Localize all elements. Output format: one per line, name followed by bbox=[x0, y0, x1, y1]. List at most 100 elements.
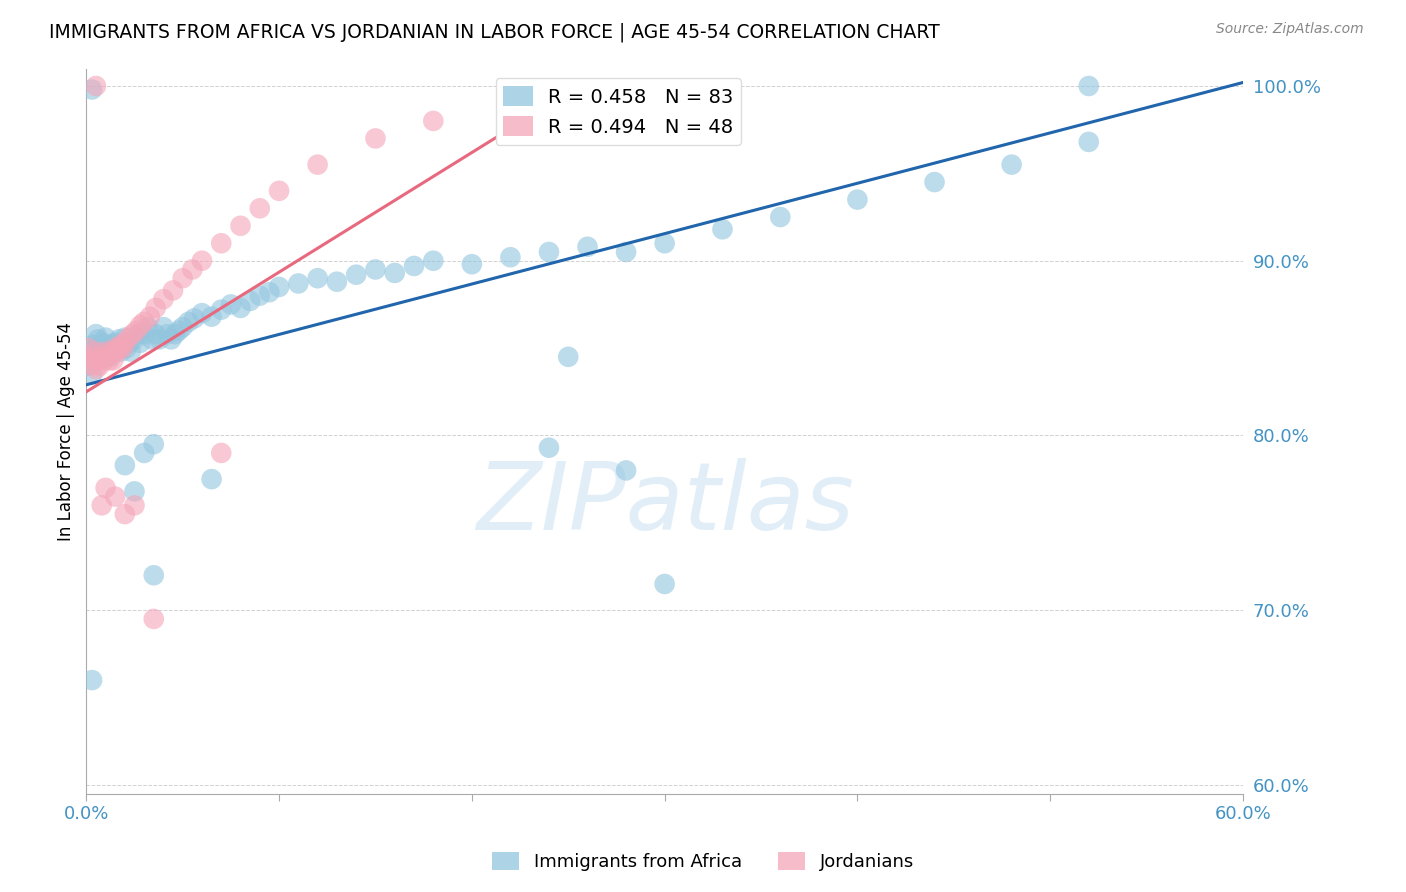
Point bbox=[402, 259, 425, 273]
Point bbox=[77, 341, 100, 355]
Point bbox=[162, 284, 184, 298]
Point bbox=[80, 82, 103, 96]
Point bbox=[136, 320, 159, 334]
Point bbox=[384, 266, 406, 280]
Point bbox=[94, 481, 117, 495]
Point bbox=[461, 257, 484, 271]
Point bbox=[111, 341, 134, 355]
Point bbox=[80, 368, 103, 382]
Point bbox=[1001, 158, 1024, 172]
Point bbox=[83, 337, 105, 351]
Point bbox=[114, 335, 136, 350]
Point bbox=[90, 350, 112, 364]
Point bbox=[267, 280, 290, 294]
Point bbox=[364, 262, 387, 277]
Point bbox=[1077, 135, 1099, 149]
Point bbox=[114, 330, 136, 344]
Point bbox=[110, 337, 132, 351]
Point bbox=[576, 240, 599, 254]
Point bbox=[89, 341, 111, 355]
Point bbox=[711, 222, 734, 236]
Point bbox=[209, 236, 232, 251]
Point bbox=[422, 114, 444, 128]
Point bbox=[77, 359, 100, 373]
Point bbox=[191, 306, 214, 320]
Point bbox=[124, 499, 146, 513]
Point bbox=[537, 245, 560, 260]
Point bbox=[114, 507, 136, 521]
Y-axis label: In Labor Force | Age 45-54: In Labor Force | Age 45-54 bbox=[58, 322, 75, 541]
Point bbox=[90, 337, 112, 351]
Point bbox=[84, 341, 107, 355]
Point bbox=[156, 327, 179, 342]
Text: ZIPatlas: ZIPatlas bbox=[475, 458, 853, 549]
Point bbox=[200, 472, 222, 486]
Point bbox=[80, 673, 103, 687]
Point bbox=[142, 437, 165, 451]
Point bbox=[145, 327, 167, 342]
Point bbox=[79, 350, 101, 364]
Point bbox=[769, 210, 792, 224]
Point bbox=[614, 245, 637, 260]
Point bbox=[287, 277, 309, 291]
Point bbox=[307, 158, 329, 172]
Point bbox=[209, 446, 232, 460]
Point bbox=[96, 350, 118, 364]
Point bbox=[83, 353, 105, 368]
Point bbox=[846, 193, 869, 207]
Point bbox=[229, 219, 252, 233]
Point bbox=[191, 253, 214, 268]
Point bbox=[422, 253, 444, 268]
Point bbox=[111, 337, 134, 351]
Point bbox=[181, 262, 204, 277]
Point bbox=[134, 446, 156, 460]
Point bbox=[125, 324, 148, 338]
Point bbox=[129, 318, 152, 333]
Point bbox=[94, 344, 117, 359]
Point bbox=[172, 271, 194, 285]
Point bbox=[104, 335, 127, 350]
Point bbox=[105, 341, 128, 355]
Point bbox=[118, 335, 141, 350]
Point bbox=[200, 310, 222, 324]
Point bbox=[80, 359, 103, 373]
Point bbox=[614, 463, 637, 477]
Point bbox=[90, 499, 112, 513]
Point bbox=[183, 311, 205, 326]
Point bbox=[104, 490, 127, 504]
Point bbox=[924, 175, 946, 189]
Point bbox=[87, 332, 110, 346]
Point bbox=[167, 324, 190, 338]
Point bbox=[94, 330, 117, 344]
Point bbox=[93, 335, 115, 350]
Point bbox=[152, 320, 174, 334]
Point bbox=[267, 184, 290, 198]
Point bbox=[114, 458, 136, 472]
Point bbox=[100, 337, 122, 351]
Point bbox=[139, 310, 162, 324]
Point bbox=[93, 353, 115, 368]
Point bbox=[98, 353, 121, 368]
Point bbox=[79, 344, 101, 359]
Point bbox=[100, 344, 122, 359]
Point bbox=[654, 577, 676, 591]
Point bbox=[127, 327, 149, 342]
Point bbox=[96, 341, 118, 355]
Point bbox=[160, 332, 183, 346]
Point bbox=[134, 327, 156, 342]
Point bbox=[134, 315, 156, 329]
Text: Source: ZipAtlas.com: Source: ZipAtlas.com bbox=[1216, 22, 1364, 37]
Point bbox=[84, 344, 107, 359]
Point bbox=[90, 344, 112, 359]
Point bbox=[142, 612, 165, 626]
Point bbox=[142, 568, 165, 582]
Point bbox=[103, 353, 125, 368]
Legend: R = 0.458   N = 83, R = 0.494   N = 48: R = 0.458 N = 83, R = 0.494 N = 48 bbox=[495, 78, 741, 145]
Point bbox=[344, 268, 367, 282]
Point bbox=[148, 332, 170, 346]
Point bbox=[87, 353, 110, 368]
Point bbox=[98, 350, 121, 364]
Point bbox=[124, 332, 146, 346]
Point bbox=[124, 484, 146, 499]
Point bbox=[1077, 78, 1099, 93]
